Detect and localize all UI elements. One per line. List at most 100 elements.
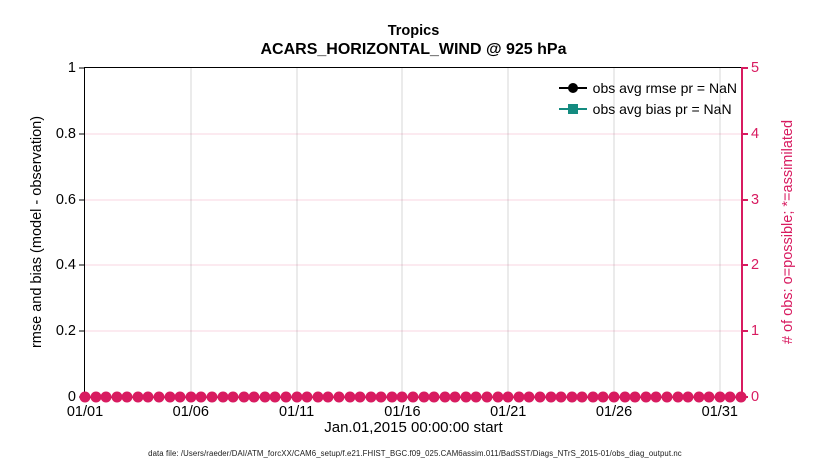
obs-count-marker xyxy=(217,391,229,403)
obs-count-marker xyxy=(164,391,176,403)
obs-count-marker xyxy=(428,391,440,403)
obs-count-marker xyxy=(365,391,377,403)
obs-count-marker xyxy=(460,391,472,403)
obs-count-marker xyxy=(333,391,345,403)
right-y-tick-label: 0 xyxy=(751,389,760,405)
right-y-tick-label: 1 xyxy=(751,323,760,340)
left-y-tick-label: 0.4 xyxy=(55,257,76,274)
bias-line-sample xyxy=(558,104,587,114)
data-file-caption: data file: /Users/raeder/DAI/ATM_forcXX/… xyxy=(148,449,682,458)
chart-subtitle: ACARS_HORIZONTAL_WIND @ 925 hPa xyxy=(260,41,567,59)
obs-count-marker xyxy=(534,391,546,403)
x-tick-label: 01/11 xyxy=(279,404,315,420)
legend: obs avg rmse pr = NaN obs avg bias pr = … xyxy=(558,79,737,118)
y-grid-line xyxy=(85,199,741,201)
obs-count-marker xyxy=(354,391,366,403)
obs-count-marker xyxy=(693,391,705,403)
y-grid-line xyxy=(85,133,741,135)
left-y-tick xyxy=(79,199,85,201)
obs-count-marker xyxy=(439,391,451,403)
x-tick-label: 01/01 xyxy=(66,404,104,420)
right-y-tick xyxy=(741,198,748,201)
obs-count-marker xyxy=(640,391,652,403)
x-tick-label: 01/26 xyxy=(595,404,633,420)
left-y-tick xyxy=(79,67,85,69)
legend-item-rmse: obs avg rmse pr = NaN xyxy=(558,79,737,97)
x-grid-line xyxy=(401,68,403,397)
obs-count-marker xyxy=(587,391,599,403)
right-y-tick xyxy=(741,264,748,267)
x-grid-line xyxy=(190,68,192,397)
obs-count-marker xyxy=(724,391,736,403)
right-y-tick-label: 2 xyxy=(751,257,760,274)
x-grid-line xyxy=(296,68,298,397)
x-grid-line xyxy=(613,68,615,397)
right-y-tick-label: 5 xyxy=(751,60,760,76)
obs-count-marker xyxy=(555,391,567,403)
legend-label-rmse: obs avg rmse pr = NaN xyxy=(592,80,737,96)
left-y-tick-label: 0 xyxy=(67,389,76,405)
obs-count-marker xyxy=(142,391,154,403)
obs-count-marker xyxy=(396,391,408,403)
obs-count-marker xyxy=(269,391,281,403)
left-y-axis-label: rmse and bias (model - observation) xyxy=(29,115,45,349)
obs-count-marker xyxy=(576,391,588,403)
chart-title: Tropics xyxy=(387,23,440,39)
obs-count-marker xyxy=(682,391,694,403)
left-y-tick-label: 0.8 xyxy=(55,125,76,142)
obs-count-marker xyxy=(502,391,514,403)
obs-count-marker xyxy=(79,391,91,403)
obs-count-marker xyxy=(100,391,112,403)
left-y-tick-label: 0.6 xyxy=(55,191,76,208)
obs-count-marker xyxy=(174,391,186,403)
x-tick-label: 01/06 xyxy=(172,404,209,420)
rmse-line-sample xyxy=(558,83,587,93)
obs-count-marker xyxy=(492,391,504,403)
obs-count-marker xyxy=(650,391,662,403)
obs-count-marker xyxy=(322,391,334,403)
y-grid-line xyxy=(85,264,741,266)
right-y-axis-label: # of obs: o=possible; *=assimilated xyxy=(780,119,796,345)
obs-count-marker xyxy=(386,391,398,403)
left-y-tick xyxy=(79,264,85,266)
obs-count-marker xyxy=(301,391,313,403)
left-y-tick xyxy=(79,330,85,332)
obs-count-marker xyxy=(206,391,218,403)
obs-count-marker xyxy=(111,391,123,403)
obs-count-marker xyxy=(523,391,535,403)
obs-count-marker xyxy=(629,391,641,403)
obs-count-marker xyxy=(608,391,620,403)
title-block: Tropics ACARS_HORIZONTAL_WIND @ 925 hPa xyxy=(85,22,742,60)
obs-count-marker xyxy=(545,391,557,403)
obs-count-marker xyxy=(238,391,250,403)
obs-count-marker xyxy=(291,391,303,403)
obs-count-marker xyxy=(195,391,207,403)
legend-item-bias: obs avg bias pr = NaN xyxy=(558,100,737,118)
y-grid-line xyxy=(85,330,741,332)
obs-count-marker xyxy=(153,391,165,403)
obs-count-marker xyxy=(344,391,356,403)
left-y-tick xyxy=(79,133,85,135)
left-y-tick-label: 0.2 xyxy=(55,323,76,340)
x-grid-line xyxy=(507,68,509,397)
bias-square-marker-icon xyxy=(567,104,578,114)
obs-count-marker xyxy=(672,391,684,403)
legend-label-bias: obs avg bias pr = NaN xyxy=(592,101,732,117)
obs-count-marker xyxy=(121,391,133,403)
obs-count-marker xyxy=(280,391,292,403)
obs-count-marker xyxy=(90,391,102,403)
right-y-tick-label: 4 xyxy=(751,125,760,142)
obs-count-marker xyxy=(227,391,239,403)
obs-count-marker xyxy=(312,391,324,403)
right-y-tick xyxy=(741,67,748,69)
obs-count-marker xyxy=(714,391,726,403)
right-y-tick xyxy=(741,330,748,333)
rmse-circle-marker-icon xyxy=(567,83,578,93)
right-y-tick-label: 3 xyxy=(751,191,760,208)
obs-count-marker xyxy=(449,391,461,403)
obs-count-marker xyxy=(703,391,715,403)
obs-count-marker xyxy=(418,391,430,403)
obs-count-marker xyxy=(248,391,260,403)
obs-count-marker xyxy=(407,391,419,403)
